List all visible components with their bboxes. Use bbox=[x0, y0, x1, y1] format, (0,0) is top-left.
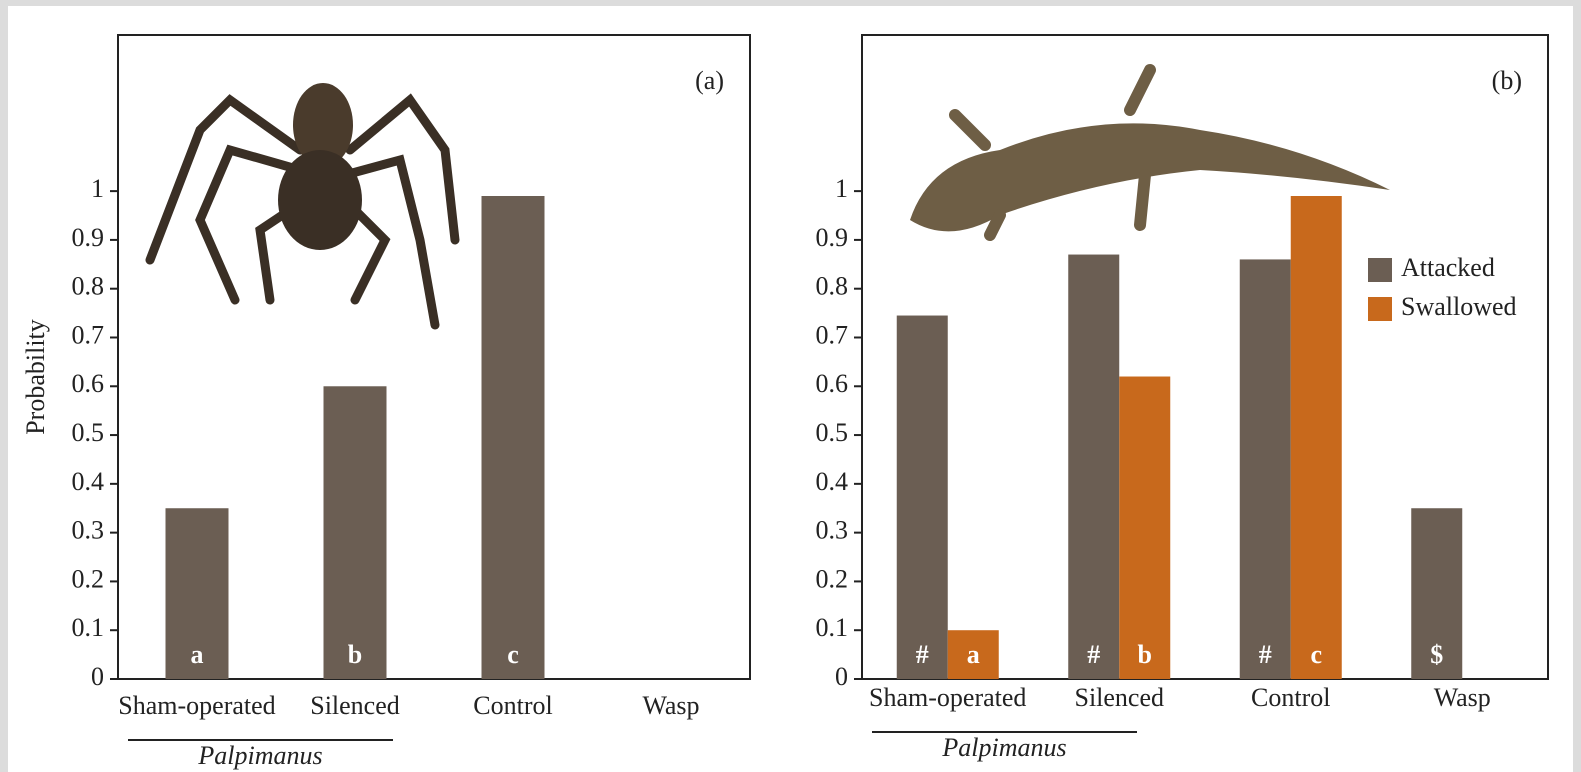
panels: 0 0.1 0.2 0.3 0.4 0.5 0.6 0.7 0.8 0.9 1 Probability… bbox=[21, 34, 1549, 770]
bar bbox=[947, 630, 999, 679]
bar-letter: b bbox=[348, 640, 362, 669]
group-label: Palpimanus bbox=[941, 733, 1066, 762]
bar-letter: a bbox=[967, 640, 980, 669]
x-tick-label: Control bbox=[473, 691, 552, 720]
y-tick-label: 0 bbox=[835, 662, 848, 691]
group-label: Palpimanus bbox=[197, 741, 322, 770]
legend-swatch bbox=[1368, 258, 1392, 282]
bar bbox=[1290, 196, 1342, 679]
gecko-illustration bbox=[910, 64, 1390, 241]
y-tick-label: 0.1 bbox=[72, 613, 105, 642]
bar bbox=[1119, 376, 1171, 679]
y-tick-label: 0.3 bbox=[816, 516, 849, 545]
x-tick-label: Wasp bbox=[1434, 683, 1491, 712]
y-tick-label: 0.2 bbox=[72, 564, 105, 593]
y-tick-label: 0.5 bbox=[816, 418, 849, 447]
spider-illustration bbox=[145, 83, 460, 330]
y-tick-label: 0.9 bbox=[816, 223, 849, 252]
y-tick-label: 0.3 bbox=[72, 516, 105, 545]
y-tick-label: 0.7 bbox=[72, 320, 105, 349]
bar bbox=[896, 315, 948, 679]
bar-letter: a bbox=[191, 640, 204, 669]
x-tick-label: Sham-operated bbox=[869, 683, 1026, 712]
bar-letter: $ bbox=[1430, 640, 1443, 669]
y-tick-label: 0.1 bbox=[816, 613, 849, 642]
x-tick-label: Silenced bbox=[310, 691, 400, 720]
bar-letter: b bbox=[1138, 640, 1152, 669]
bar-letter: # bbox=[1087, 640, 1100, 669]
bar bbox=[1239, 259, 1291, 679]
y-tick-label: 0.6 bbox=[816, 369, 849, 398]
panel-label: (a) bbox=[695, 66, 724, 95]
y-tick-label: 0.8 bbox=[72, 272, 105, 301]
plot-frame bbox=[861, 34, 1549, 680]
x-tick-label: Silenced bbox=[1074, 683, 1164, 712]
bar-letter: c bbox=[1310, 640, 1322, 669]
y-tick-label: 0.8 bbox=[816, 272, 849, 301]
x-tick-label: Sham-operated bbox=[118, 691, 275, 720]
legend-label: Swallowed bbox=[1401, 292, 1517, 321]
y-tick-label: 0.5 bbox=[72, 418, 105, 447]
panel-label: (b) bbox=[1492, 66, 1522, 95]
y-tick-label: 0 bbox=[91, 662, 104, 691]
bar bbox=[1068, 254, 1120, 679]
x-tick-label: Wasp bbox=[642, 691, 699, 720]
legend-label: Attacked bbox=[1401, 253, 1495, 282]
y-tick-label: 0.6 bbox=[72, 369, 105, 398]
x-tick-label: Control bbox=[1251, 683, 1330, 712]
bar bbox=[481, 196, 545, 679]
y-tick-label: 1 bbox=[835, 174, 848, 203]
y-tick-label: 1 bbox=[91, 174, 104, 203]
bar bbox=[165, 508, 229, 679]
bar-letter: # bbox=[916, 640, 929, 669]
y-tick-label: 0.2 bbox=[816, 564, 849, 593]
y-axis-label: Probability bbox=[21, 319, 50, 435]
y-tick-label: 0.7 bbox=[816, 320, 849, 349]
plot-frame bbox=[117, 34, 751, 680]
bar bbox=[323, 386, 387, 679]
bar bbox=[1411, 508, 1463, 679]
bar-letter: # bbox=[1259, 640, 1272, 669]
y-tick-label: 0.4 bbox=[816, 467, 849, 496]
bar-letter: c bbox=[507, 640, 519, 669]
y-tick-label: 0.9 bbox=[72, 223, 105, 252]
y-tick-label: 0.4 bbox=[72, 467, 105, 496]
legend-swatch bbox=[1368, 297, 1392, 321]
